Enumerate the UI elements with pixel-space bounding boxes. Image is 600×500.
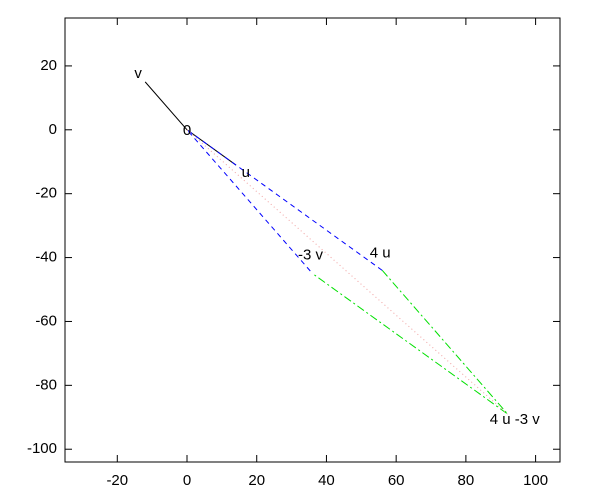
x-tick-label: -20 [106, 472, 128, 489]
y-tick-label: 0 [49, 121, 57, 138]
x-tick-label: 100 [523, 472, 548, 489]
vector-line [186, 129, 509, 415]
point-label: -3 v [298, 247, 324, 264]
x-tick-label: 20 [248, 472, 265, 489]
y-tick-label: -80 [35, 376, 57, 393]
point-label: 0 [183, 122, 191, 139]
x-tick-label: 80 [458, 472, 475, 489]
x-tick-label: 40 [318, 472, 335, 489]
y-tick-label: -40 [35, 249, 57, 266]
vector-line [312, 270, 509, 415]
point-label: u [242, 164, 250, 181]
point-label: 4 u [370, 244, 391, 261]
y-tick-label: -20 [35, 185, 57, 202]
y-tick-label: -100 [27, 440, 57, 457]
point-label: v [134, 65, 142, 82]
y-tick-label: 20 [40, 57, 57, 74]
point-label: 4 u -3 v [490, 411, 541, 428]
x-tick-label: 60 [388, 472, 405, 489]
y-tick-label: -60 [35, 312, 57, 329]
x-tick-label: 0 [183, 472, 191, 489]
plot-frame [64, 17, 561, 463]
